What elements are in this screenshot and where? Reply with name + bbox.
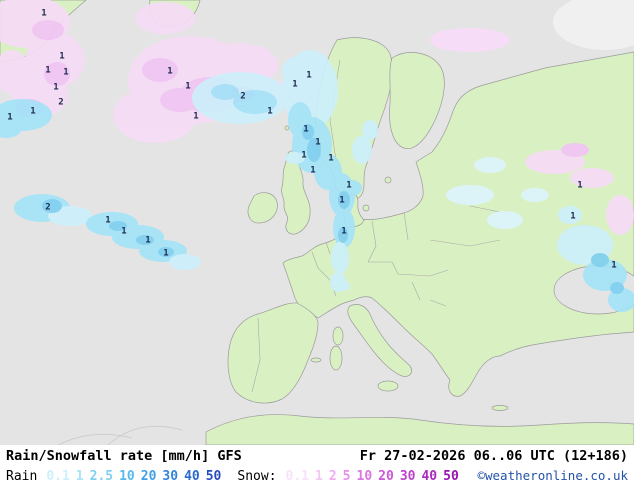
- scale-value: 40: [421, 469, 438, 484]
- precip-value: 1: [7, 112, 13, 123]
- scale-value: 20: [378, 469, 394, 484]
- land-sardinia: [329, 345, 343, 371]
- legend-title-row: Rain/Snowfall rate [mm/h] GFS Fr 27-02-2…: [6, 448, 628, 468]
- scale-value: 40: [184, 469, 200, 484]
- precip-value: 1: [341, 226, 347, 237]
- land-gotland: [384, 176, 392, 184]
- precip-value: 1: [185, 81, 191, 92]
- scale-value: 0.1: [285, 469, 310, 484]
- scale-value: 1: [75, 469, 84, 484]
- precip-value: 1: [145, 235, 151, 246]
- precip-value: 1: [121, 226, 127, 237]
- land-balearics: [310, 357, 322, 363]
- legend-scale-row: Rain 0.1 1 2.5 10 20 30 40 50 Snow: 0.1 1 2 5 10 20 3…: [6, 468, 628, 488]
- precip-value: 1: [53, 82, 59, 93]
- scale-value: 2.5: [89, 469, 114, 484]
- rain-scale: 0.1 1 2.5 10 20 30 40 50: [46, 469, 221, 484]
- precip-value: 1: [301, 150, 307, 161]
- precip-value: 1: [30, 106, 36, 117]
- precip-value: 1: [45, 65, 51, 76]
- precip-value: 1: [41, 8, 47, 19]
- precip-value: 1: [611, 260, 617, 271]
- precip-value: 1: [306, 70, 312, 81]
- land-ireland: [247, 192, 278, 224]
- scale-value: 10: [119, 469, 135, 484]
- land-sicily: [377, 380, 399, 392]
- precip-value: 1: [310, 165, 316, 176]
- scale-value: 2: [328, 469, 337, 484]
- precip-value: 1: [193, 111, 199, 122]
- map-datetime: Fr 27-02-2026 06..06 UTC (12+186): [359, 448, 628, 464]
- scale-value: 50: [205, 469, 222, 484]
- precip-value: 1: [346, 180, 352, 191]
- precip-value: 2: [240, 91, 246, 102]
- copyright-link[interactable]: ©weatheronline.co.uk: [477, 468, 628, 483]
- rain-label: Rain: [6, 469, 38, 484]
- precip-value: 2: [45, 202, 51, 213]
- precip-value: 1: [577, 180, 583, 191]
- land-crete: [491, 405, 509, 411]
- precip-value: 1: [267, 106, 273, 117]
- precip-value: 2: [58, 97, 64, 108]
- map-title: Rain/Snowfall rate [mm/h] GFS: [6, 448, 242, 464]
- europe-precipitation-map: [0, 0, 634, 445]
- land-corsica: [332, 326, 344, 346]
- precip-value: 1: [59, 51, 65, 62]
- scale-value: 0.1: [46, 469, 70, 484]
- land-faroe: [284, 125, 290, 131]
- precip-value: 1: [315, 137, 321, 148]
- precip-value: 1: [105, 215, 111, 226]
- scale-value: 20: [140, 469, 157, 484]
- land-danish-isles: [362, 204, 370, 212]
- country-borders: [251, 59, 511, 393]
- precip-value: 1: [292, 79, 298, 90]
- land-italy: [347, 304, 412, 377]
- land-iberia: [227, 302, 319, 404]
- precip-value: 1: [63, 67, 69, 78]
- snow-scale: 0.1 1 2 5 10 20 30 40 50: [286, 469, 459, 484]
- snow-label: Snow:: [237, 469, 277, 484]
- precip-value: 1: [163, 248, 169, 259]
- scale-value: 50: [443, 469, 459, 484]
- graticule-lines: [57, 425, 183, 445]
- precip-value: 1: [303, 124, 309, 135]
- rain-areas: [0, 50, 634, 312]
- scale-value: 10: [356, 469, 373, 484]
- land-north-africa: [205, 414, 634, 445]
- legend-footer: Rain/Snowfall rate [mm/h] GFS Fr 27-02-2…: [0, 445, 634, 490]
- scale-value: 30: [399, 469, 416, 484]
- precip-value: 1: [167, 66, 173, 77]
- precip-value: 1: [339, 195, 345, 206]
- land-finland: [389, 52, 445, 149]
- land-britain: [281, 150, 311, 235]
- scale-value: 30: [162, 469, 179, 484]
- precip-value: 1: [328, 153, 334, 164]
- scale-value: 5: [342, 469, 351, 484]
- precip-value: 1: [570, 211, 576, 222]
- scale-value: 1: [315, 469, 323, 484]
- arctic-light-areas: [430, 0, 634, 52]
